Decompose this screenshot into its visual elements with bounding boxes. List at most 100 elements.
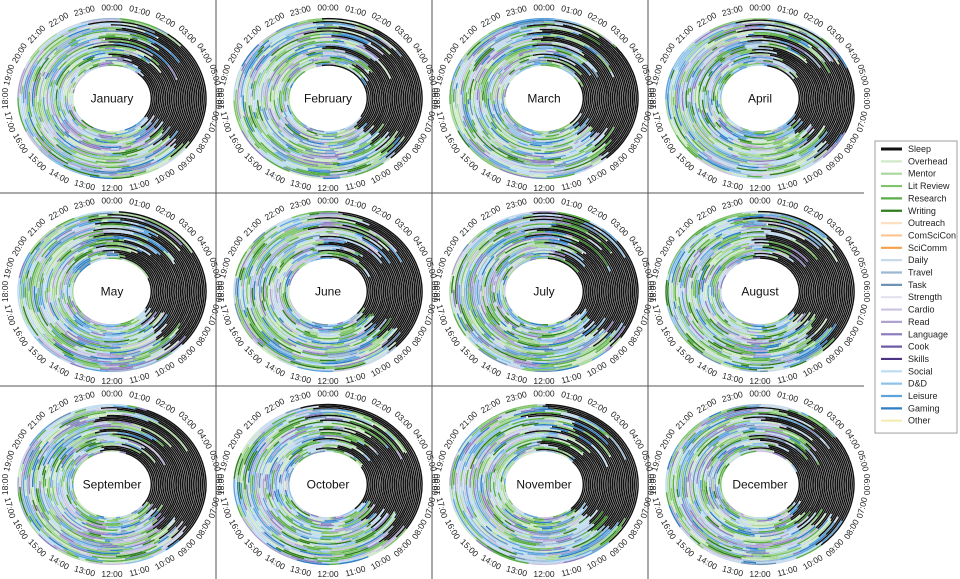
activity-segment [337, 156, 349, 160]
activity-segment [315, 64, 322, 68]
hour-tick-label: 13:00 [505, 370, 528, 385]
activity-segment [48, 86, 52, 99]
activity-segment [245, 116, 254, 133]
activity-segment [53, 85, 58, 99]
activity-segment [470, 51, 482, 65]
activity-segment [80, 37, 87, 41]
activity-segment [486, 55, 501, 69]
activity-segment [526, 24, 632, 157]
activity-segment [285, 34, 297, 40]
activity-segment [59, 281, 62, 296]
activity-segment [509, 167, 546, 175]
activity-segment [117, 140, 126, 144]
activity-segment [352, 160, 371, 169]
hour-tick-label: 23:00 [289, 3, 312, 18]
activity-segment [543, 166, 554, 169]
activity-segment [101, 169, 133, 173]
activity-segment [456, 59, 469, 84]
activity-segment [45, 75, 52, 91]
activity-segment [329, 161, 339, 164]
activity-segment [546, 59, 590, 124]
hour-tick-label: 20:00 [226, 234, 245, 258]
activity-segment [284, 123, 302, 137]
activity-segment [560, 60, 577, 71]
activity-segment [315, 50, 324, 54]
activity-segment [517, 127, 527, 133]
activity-segment [344, 51, 387, 134]
activity-segment [132, 64, 139, 68]
activity-segment [315, 39, 334, 43]
activity-segment [454, 88, 457, 109]
activity-segment [379, 143, 395, 157]
activity-segment [61, 86, 65, 103]
activity-segment [242, 68, 252, 96]
activity-segment [77, 25, 88, 30]
hour-tick-label: 19:00 [217, 63, 232, 86]
activity-segment [488, 156, 511, 169]
activity-segment [95, 440, 101, 444]
activity-segment [289, 151, 303, 158]
activity-segment [137, 38, 155, 48]
hour-tick-label: 04:00 [195, 234, 214, 258]
activity-segment [105, 158, 134, 163]
activity-segment [321, 64, 368, 118]
activity-segment [508, 144, 517, 149]
activity-segment [121, 27, 196, 145]
activity-segment [292, 60, 309, 71]
activity-segment [754, 33, 770, 36]
activity-segment [468, 146, 501, 170]
activity-segment [96, 168, 118, 172]
activity-segment [318, 134, 323, 138]
activity-segment [504, 296, 508, 303]
activity-segment [313, 143, 329, 147]
activity-segment [523, 62, 535, 68]
activity-segment [60, 72, 70, 89]
activity-segment [249, 88, 252, 98]
activity-segment [502, 55, 520, 68]
activity-segment [472, 47, 495, 72]
activity-segment [327, 323, 338, 326]
activity-segment [314, 134, 319, 137]
activity-segment [318, 41, 339, 44]
activity-segment [480, 72, 490, 93]
hour-tick-label: 21:00 [241, 216, 263, 238]
activity-segment [283, 166, 321, 178]
activity-segment [533, 61, 542, 64]
activity-segment [124, 135, 141, 143]
activity-segment [275, 43, 293, 55]
activity-segment [290, 137, 306, 146]
activity-segment [332, 229, 341, 232]
activity-segment [347, 63, 355, 69]
activity-segment [84, 66, 100, 75]
activity-segment [43, 136, 55, 148]
activity-segment [360, 254, 364, 257]
activity-segment [324, 129, 341, 133]
activity-segment [529, 64, 542, 68]
activity-segment [102, 327, 112, 331]
hour-tick-label: 00:00 [317, 3, 339, 13]
activity-segment [366, 152, 396, 171]
activity-segment [544, 55, 561, 59]
hour-tick-label: 19:00 [217, 256, 232, 279]
hour-tick-label: 23:00 [73, 3, 96, 18]
activity-segment [269, 108, 280, 128]
activity-segment [286, 88, 290, 102]
hour-tick-label: 18:00 [216, 88, 226, 110]
activity-segment [260, 144, 284, 163]
activity-segment [460, 53, 478, 82]
activity-segment [306, 129, 318, 135]
activity-segment [531, 349, 539, 352]
activity-segment [557, 162, 567, 166]
hour-tick-label: 23:00 [289, 196, 312, 211]
activity-segment [710, 99, 713, 106]
activity-segment [523, 161, 551, 166]
activity-segment [476, 47, 485, 55]
activity-segment [292, 22, 313, 29]
activity-segment [70, 87, 74, 96]
activity-segment [338, 34, 369, 45]
activity-segment [295, 149, 310, 156]
activity-segment [297, 50, 309, 56]
activity-segment [484, 107, 492, 123]
activity-segment [118, 145, 132, 150]
activity-segment [348, 146, 360, 152]
